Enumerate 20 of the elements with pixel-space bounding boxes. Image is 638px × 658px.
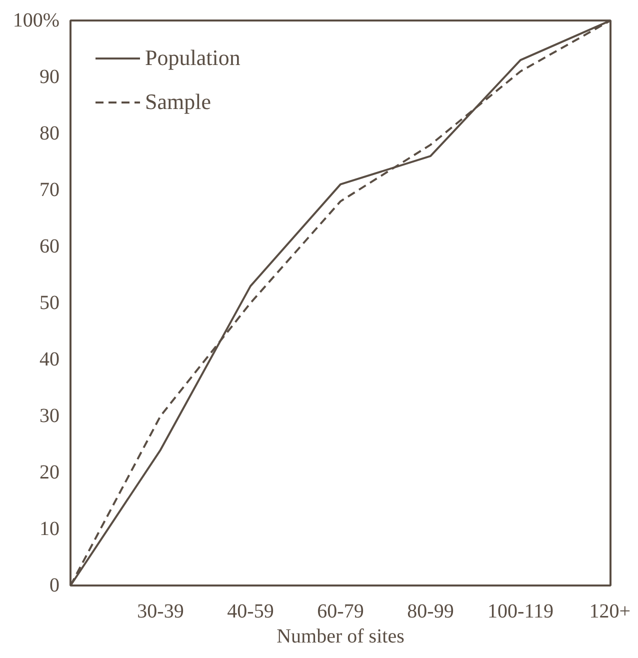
y-tick-label: 0	[50, 574, 60, 596]
legend-label: Sample	[145, 89, 211, 115]
y-tick-label: 20	[40, 462, 60, 484]
legend-label: Population	[145, 45, 240, 71]
y-tick-label: 50	[40, 292, 60, 314]
y-tick-label: 90	[40, 66, 60, 88]
x-axis-title: Number of sites	[276, 626, 405, 648]
y-tick-label: 30	[40, 405, 60, 427]
x-tick-label: 120+	[589, 600, 630, 622]
y-tick-label: 100%	[12, 10, 60, 32]
y-tick-label: 70	[40, 179, 60, 201]
y-tick-label: 10	[40, 518, 60, 540]
x-tick-label: 80-99	[407, 600, 454, 622]
x-tick-label: 60-79	[317, 600, 364, 622]
x-tick-label: 40-59	[227, 600, 274, 622]
x-tick-label: 100-119	[488, 600, 554, 622]
x-tick-label: 30-39	[137, 600, 184, 622]
y-tick-label: 80	[40, 122, 60, 144]
y-tick-label: 60	[40, 236, 60, 258]
y-tick-label: 40	[40, 348, 60, 370]
